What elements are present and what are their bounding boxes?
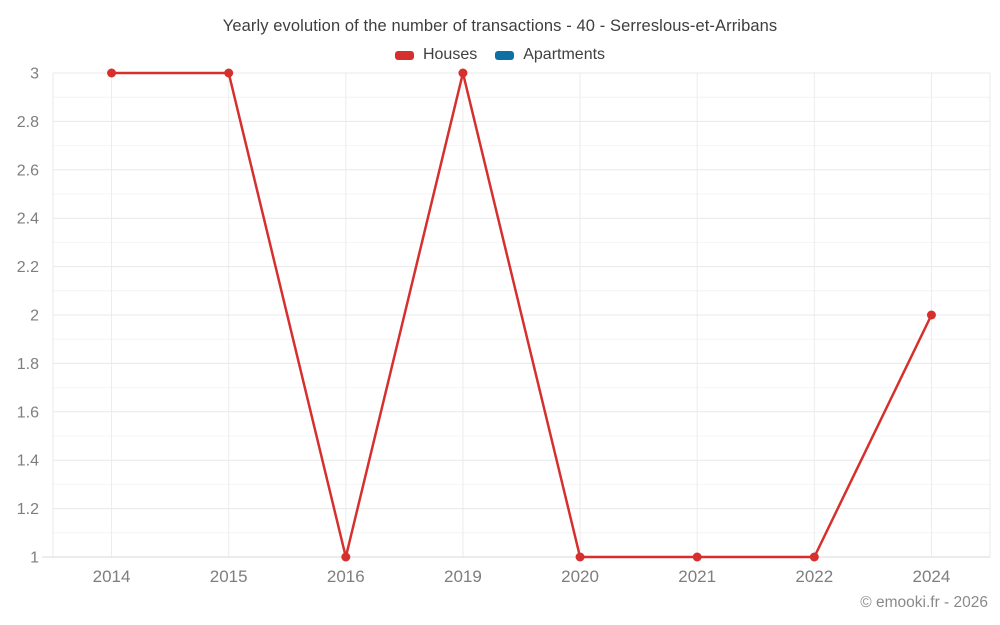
- y-axis-tick-label: 3: [30, 66, 39, 83]
- houses-series-swatch: [394, 50, 414, 60]
- data-point-houses: [575, 552, 585, 562]
- data-point-houses: [809, 552, 819, 562]
- y-axis-tick-label: 1.2: [17, 501, 39, 518]
- copyright-text: © emooki.fr - 2026: [860, 594, 988, 611]
- series-line-houses: [110, 71, 933, 559]
- y-axis-tick-label: 2.8: [17, 114, 39, 131]
- x-axis-tick-label: 2019: [444, 567, 482, 586]
- x-axis-tick-label: 2021: [678, 567, 716, 586]
- y-axis-tick-label: 1: [30, 550, 39, 567]
- data-point-houses: [341, 552, 351, 562]
- y-axis-tick-label: 2: [30, 308, 39, 325]
- data-point-houses: [692, 552, 702, 562]
- y-axis-tick-label: 1.6: [17, 404, 39, 421]
- x-axis-tick-label: 2016: [327, 567, 365, 586]
- y-axis-tick-label: 2.2: [17, 259, 39, 276]
- data-point-houses: [107, 68, 117, 78]
- houses-legend-label: Houses: [422, 46, 478, 63]
- data-point-houses: [224, 68, 234, 78]
- apartments-series-swatch: [495, 50, 515, 60]
- data-point-houses: [926, 310, 936, 320]
- chart-legend: Houses Apartments: [0, 46, 1000, 64]
- legend-item-apartments[interactable]: Apartments: [495, 46, 605, 64]
- y-axis-tick-label: 2.4: [17, 211, 39, 228]
- x-axis-tick-label: 2024: [913, 567, 951, 586]
- chart-title: Yearly evolution of the number of transa…: [222, 17, 778, 35]
- y-axis-tick-label: 2.6: [17, 162, 39, 179]
- x-axis-tick-label: 2022: [795, 567, 833, 586]
- y-axis-tick-label: 1.4: [17, 453, 39, 470]
- x-axis-tick-label: 2014: [93, 567, 131, 586]
- data-point-houses: [458, 68, 468, 78]
- legend-item-houses[interactable]: Houses: [394, 46, 478, 64]
- apartments-legend-label: Apartments: [523, 46, 606, 63]
- y-axis-tick-label: 1.8: [17, 356, 39, 373]
- x-axis-tick-label: 2015: [210, 567, 248, 586]
- x-axis-tick-label: 2020: [561, 567, 599, 586]
